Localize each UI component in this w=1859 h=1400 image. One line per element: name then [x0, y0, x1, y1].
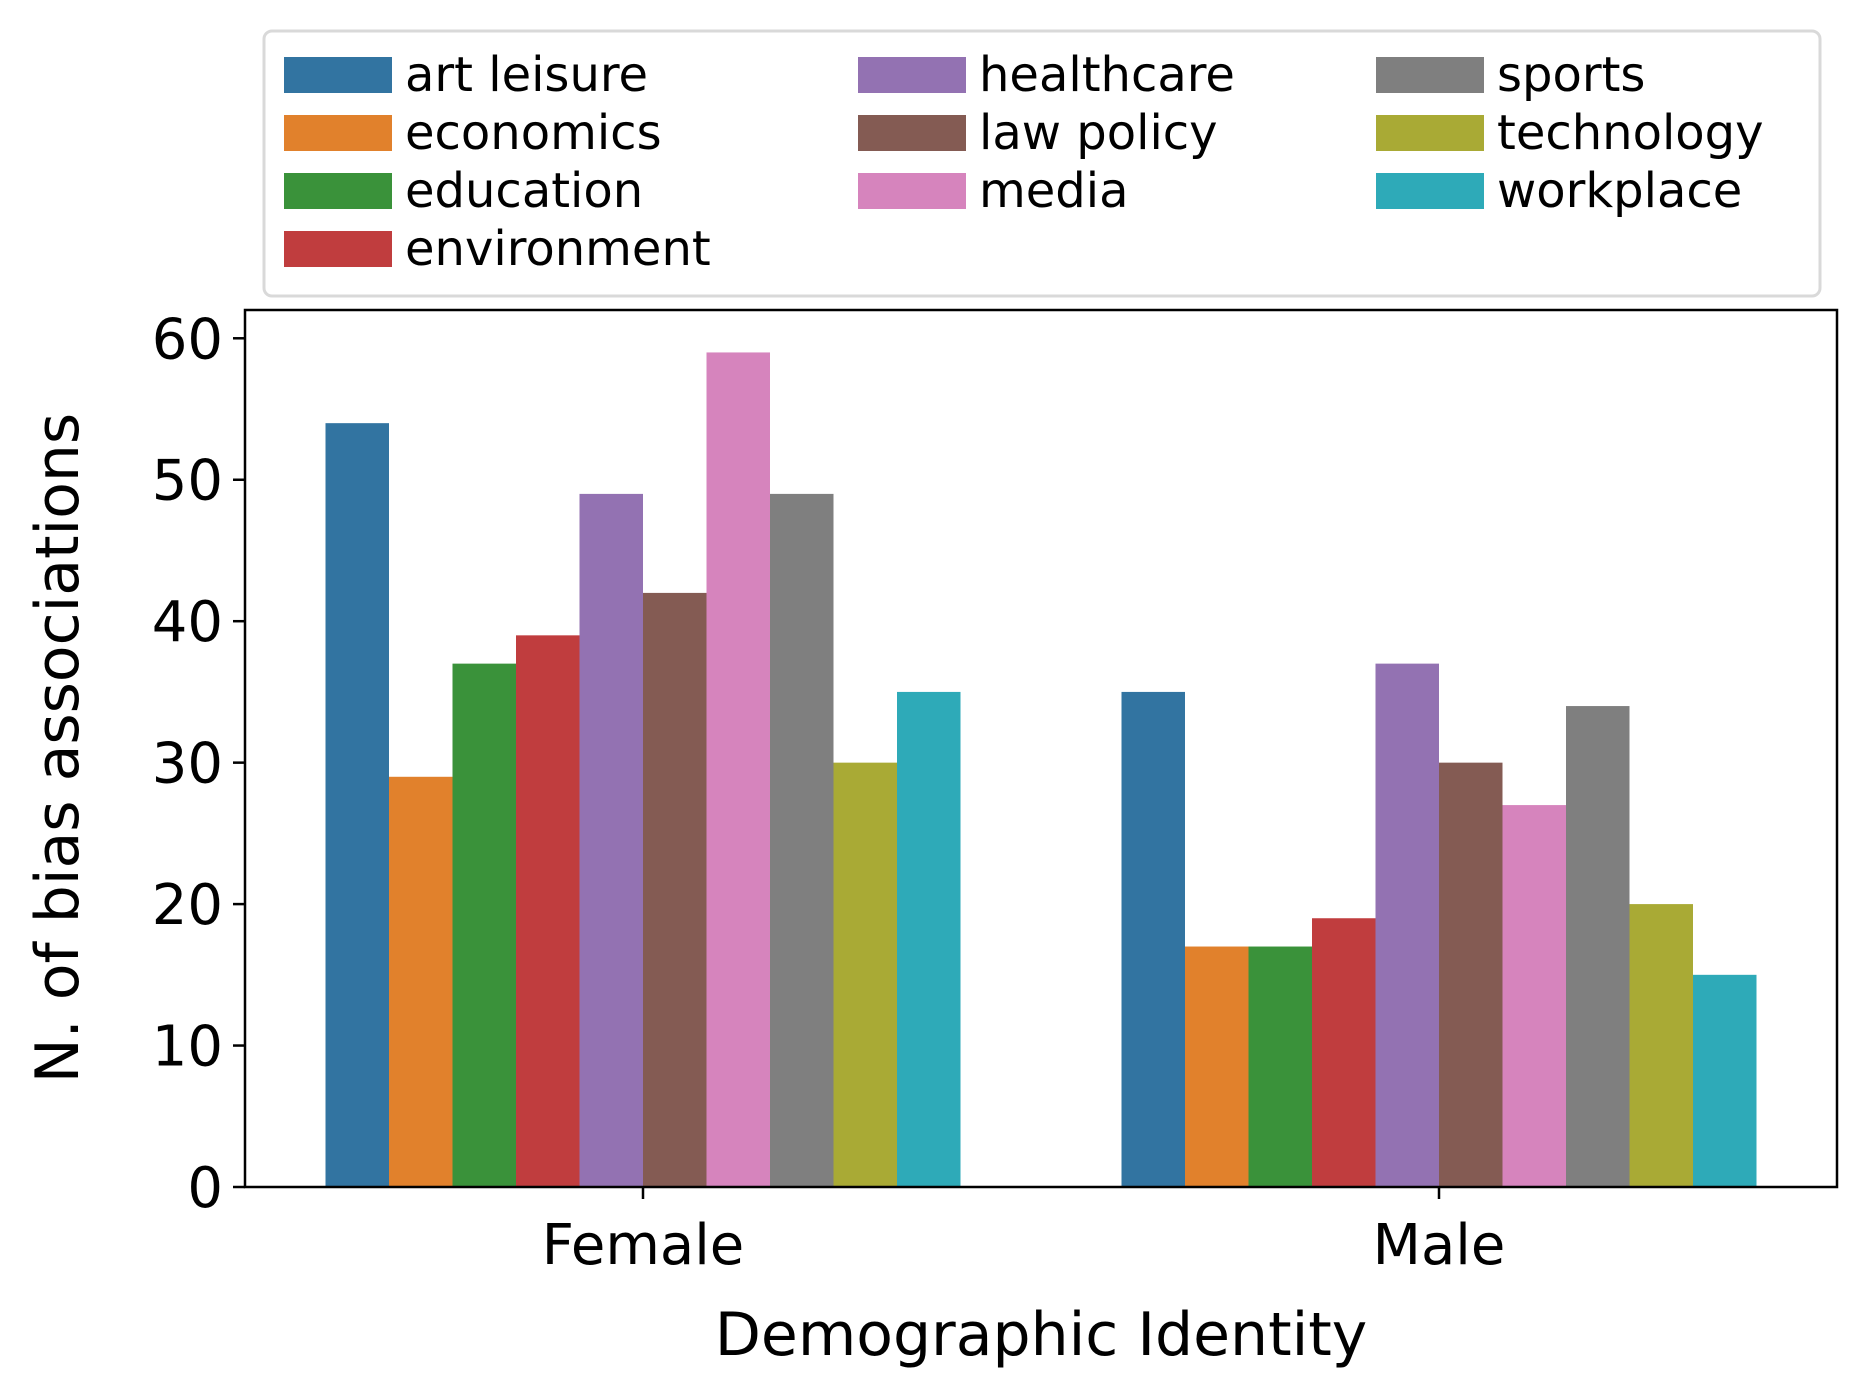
legend-label-education: education: [405, 163, 643, 219]
legend-swatch-technology: [1376, 115, 1484, 151]
y-tick-label: 50: [152, 449, 223, 514]
legend-swatch-healthcare: [858, 57, 966, 93]
legend-swatch-media: [858, 173, 966, 209]
bar-sports-male: [1566, 706, 1630, 1187]
x-axis: Female Male: [542, 1187, 1506, 1278]
bar-law-policy-female: [643, 592, 707, 1187]
y-tick-label: 60: [152, 307, 223, 372]
y-tick-label: 40: [152, 590, 223, 655]
y-tick-label: 30: [152, 732, 223, 797]
y-tick-label: 0: [187, 1156, 223, 1221]
bar-law-policy-male: [1439, 762, 1503, 1187]
legend-swatch-environment: [284, 231, 392, 267]
legend-swatch-art-leisure: [284, 57, 392, 93]
bar-art-leisure-male: [1121, 691, 1185, 1187]
legend-swatch-economics: [284, 115, 392, 151]
y-axis-title: N. of bias associations: [23, 413, 93, 1083]
plot-area: 0 10 20 30 40 50 60 Female Male: [152, 307, 1839, 1278]
x-tick-label-male: Male: [1373, 1213, 1506, 1278]
legend-label-sports: sports: [1497, 47, 1645, 103]
y-axis: 0 10 20 30 40 50 60: [152, 307, 245, 1221]
axes-frame: [243, 308, 1839, 1189]
bar-economics-male: [1185, 946, 1249, 1187]
bar-technology-male: [1629, 904, 1693, 1187]
bar-workplace-male: [1693, 974, 1757, 1187]
bar-sports-female: [770, 493, 834, 1187]
bar-workplace-female: [897, 691, 961, 1187]
x-tick-label-female: Female: [542, 1213, 744, 1278]
y-tick-label: 20: [152, 873, 223, 938]
legend-swatch-sports: [1376, 57, 1484, 93]
legend-label-environment: environment: [405, 221, 711, 277]
bar-technology-female: [833, 762, 897, 1187]
x-axis-title: Demographic Identity: [715, 1300, 1368, 1370]
bar-healthcare-male: [1375, 663, 1439, 1187]
y-tick-label: 10: [152, 1015, 223, 1080]
bar-media-male: [1502, 805, 1566, 1187]
legend-swatch-workplace: [1376, 173, 1484, 209]
bar-education-male: [1248, 946, 1312, 1187]
legend-label-law-policy: law policy: [979, 105, 1218, 161]
bar-environment-female: [516, 635, 580, 1187]
legend-label-workplace: workplace: [1497, 163, 1742, 219]
bar-economics-female: [389, 776, 453, 1187]
legend-label-healthcare: healthcare: [979, 47, 1235, 103]
bar-art-leisure-female: [325, 423, 389, 1187]
legend-swatch-law-policy: [858, 115, 966, 151]
legend-label-media: media: [979, 163, 1129, 219]
legend-swatch-education: [284, 173, 392, 209]
bar-education-female: [452, 663, 516, 1187]
legend-label-technology: technology: [1497, 105, 1764, 161]
bar-healthcare-female: [579, 493, 643, 1187]
legend-label-art-leisure: art leisure: [405, 47, 648, 103]
legend-label-economics: economics: [405, 105, 662, 161]
bar-media-female: [706, 352, 770, 1187]
legend: art leisureeconomicseducationenvironment…: [262, 29, 1822, 298]
bar-environment-male: [1312, 918, 1376, 1187]
legend-frame: [262, 29, 1822, 298]
